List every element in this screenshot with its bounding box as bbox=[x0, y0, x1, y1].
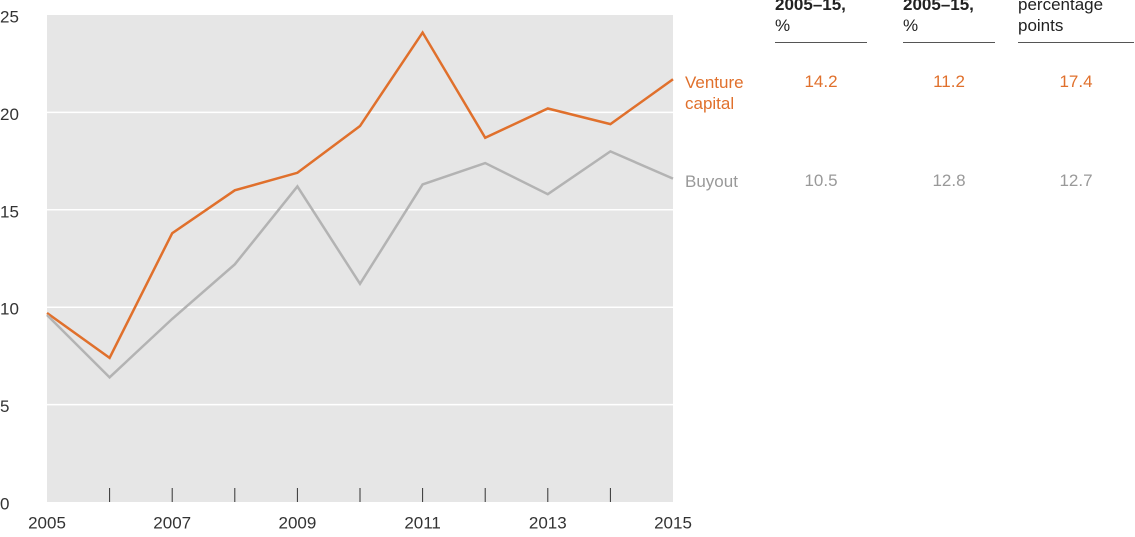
table-value: 12.7 bbox=[1059, 171, 1093, 190]
x-tick-label: 2007 bbox=[153, 513, 191, 532]
column-header: percentage points bbox=[1018, 0, 1134, 43]
x-tick-label: 2013 bbox=[529, 513, 567, 532]
y-tick-label: 0 bbox=[0, 494, 9, 513]
x-tick-label: 2015 bbox=[654, 513, 692, 532]
column-header: 2005–15,% bbox=[775, 0, 867, 43]
header-bold: 2005–15, bbox=[775, 0, 846, 14]
plot-background bbox=[47, 15, 673, 502]
column-header: 2005–15,% bbox=[903, 0, 995, 43]
series-line bbox=[46, 30, 674, 360]
x-tick-label: 2011 bbox=[404, 513, 441, 532]
row-label: Buyout bbox=[685, 172, 738, 191]
table-value: 12.8 bbox=[932, 171, 966, 190]
y-tick-label: 25 bbox=[0, 7, 19, 26]
table-value: 14.2 bbox=[804, 72, 838, 91]
y-tick-label: 15 bbox=[0, 202, 19, 221]
series-line bbox=[46, 149, 674, 380]
header-text: % bbox=[775, 16, 791, 35]
table-value: 17.4 bbox=[1059, 72, 1093, 91]
y-tick-label: 10 bbox=[0, 300, 19, 319]
header-text: percentage points bbox=[1018, 0, 1104, 35]
table-value: 10.5 bbox=[804, 171, 838, 190]
header-bold: 2005–15, bbox=[903, 0, 974, 14]
x-tick-label: 2005 bbox=[28, 513, 66, 532]
x-tick-label: 2009 bbox=[278, 513, 316, 532]
row-label: Venture capital bbox=[685, 73, 744, 113]
table-value: 11.2 bbox=[933, 72, 965, 91]
y-tick-label: 20 bbox=[0, 105, 19, 124]
header-text: % bbox=[903, 16, 919, 35]
y-tick-label: 5 bbox=[0, 397, 9, 416]
